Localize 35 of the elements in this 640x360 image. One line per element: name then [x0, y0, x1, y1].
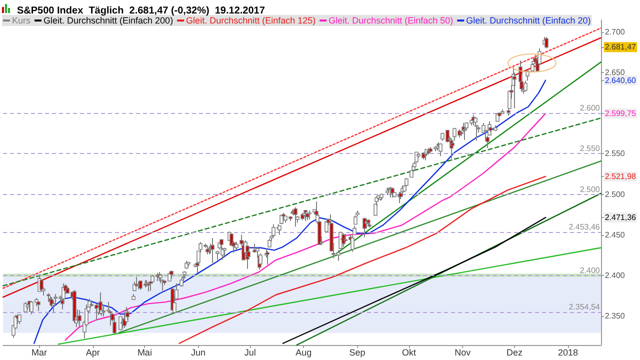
ref-line-label: 2.550	[580, 144, 600, 154]
ref-line-label: 2.354,54	[568, 302, 600, 312]
y-tick-label: 2.681,47	[604, 42, 637, 52]
y-tick-label: 2.650	[604, 68, 626, 78]
x-tick-label: Mar	[32, 348, 48, 358]
x-tick-label: Sep	[349, 348, 366, 358]
y-tick-label: 2.550	[604, 149, 626, 158]
y-tick-label: 2.350	[604, 311, 626, 320]
x-tick-label: Dez	[506, 348, 523, 358]
y-tick-label: 2.500	[604, 190, 626, 199]
y-tick-label: 2.471,36	[604, 212, 637, 222]
x-tick-label: Nov	[454, 348, 472, 358]
legend-label: Gleit. Durchschnitt (Einfach 50)	[328, 16, 454, 26]
x-tick-label: Jun	[190, 348, 206, 358]
ref-line-label: 2.400	[580, 266, 600, 275]
chart-title: S&P500 Index Täglich 2.681,47 (-0,32%) 19.12.2017	[17, 6, 266, 16]
ref-line-label: 2.453,46	[568, 222, 600, 232]
y-tick-label: 2.640,60	[604, 76, 637, 85]
y-tick-label: 2.521,98	[604, 172, 637, 181]
legend-label: Gleit. Durchschnitt (Einfach 125)	[186, 16, 316, 26]
x-tick-label: Aug	[296, 348, 312, 358]
legend-label: Kurs	[12, 16, 32, 26]
y-tick-label: 2.700	[604, 28, 626, 37]
x-tick-label: 2018	[558, 348, 578, 358]
y-tick-label: 2.599,75	[604, 108, 637, 118]
legend-label: Gleit. Durchschnitt (Einfach 200)	[44, 16, 174, 26]
x-tick-label: Mai	[137, 348, 152, 358]
y-tick-label: 2.450	[604, 230, 626, 240]
legend-label: Gleit. Durchschnitt (Einfach 20)	[466, 16, 591, 26]
x-tick-label: Apr	[86, 348, 100, 358]
ref-line-label: 2.600	[580, 104, 600, 113]
x-tick-label: Jul	[244, 348, 256, 358]
x-tick-label: Okt	[402, 348, 417, 358]
ref-line-label: 2.500	[580, 184, 600, 194]
y-tick-label: 2.400	[604, 270, 626, 280]
